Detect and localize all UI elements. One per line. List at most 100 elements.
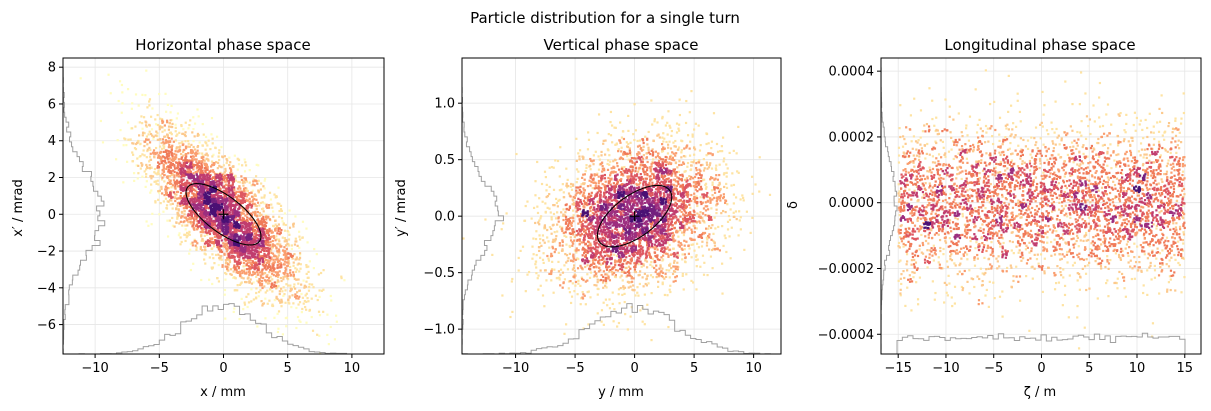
particle-point [290, 247, 294, 251]
particle-point [240, 202, 243, 205]
particle-point [242, 197, 245, 200]
particle-point [263, 177, 267, 180]
particle-point [233, 251, 236, 254]
particle-point [610, 167, 613, 170]
particle-point [203, 258, 206, 261]
particle-point [225, 244, 228, 247]
particle-point [232, 310, 235, 314]
particle-point [199, 174, 202, 177]
particle-point [661, 267, 664, 270]
particle-point [204, 148, 207, 151]
particle-point [731, 172, 734, 175]
particle-point [252, 281, 255, 284]
panel-title: Horizontal phase space [135, 36, 310, 54]
particle-point [607, 132, 610, 136]
particle-point [557, 199, 560, 203]
particle-point [298, 235, 301, 238]
particle-point [131, 127, 134, 130]
particle-point [284, 250, 287, 253]
particle-point [666, 241, 669, 244]
particle-point [183, 189, 186, 192]
particle-point [277, 284, 280, 288]
particle-point [206, 231, 209, 234]
particle-point [217, 189, 220, 192]
particle-point [238, 259, 241, 262]
particle-point [627, 265, 631, 268]
particle-point [570, 221, 573, 224]
particle-point [297, 278, 300, 281]
particle-point [248, 261, 251, 264]
particle-point [568, 291, 572, 294]
particle-point [247, 256, 250, 260]
particle-point [224, 271, 227, 275]
particle-point [334, 314, 338, 317]
particle-point [246, 213, 249, 216]
particle-point [271, 290, 274, 293]
particle-point [170, 161, 173, 164]
particle-point [262, 244, 265, 248]
particle-point [268, 229, 271, 233]
particle-point [182, 182, 185, 186]
particle-point [619, 121, 622, 124]
particle-point [240, 276, 243, 279]
particle-point [592, 163, 595, 166]
particle-point [186, 200, 189, 203]
particle-point [196, 163, 199, 166]
particle-point [625, 275, 628, 278]
particle-point [548, 193, 551, 196]
particle-point [710, 189, 714, 192]
particle-point [195, 224, 198, 227]
particle-point [178, 142, 181, 145]
particle-point [293, 243, 297, 246]
particle-point [232, 193, 235, 196]
particle-point [243, 236, 246, 239]
particle-point [636, 286, 639, 289]
particle-point [233, 212, 236, 215]
particle-point [701, 178, 704, 182]
particle-point [150, 166, 153, 169]
particle-point [705, 132, 709, 136]
particle-point [141, 127, 144, 130]
particle-point [229, 237, 232, 240]
particle-point [230, 174, 233, 177]
particle-point [725, 182, 728, 186]
particle-point [563, 234, 566, 237]
particle-point [209, 186, 212, 189]
particle-point [181, 143, 184, 147]
particle-point [185, 161, 188, 164]
particle-point [166, 140, 170, 143]
particle-point [198, 198, 201, 201]
particle-point [200, 213, 203, 216]
particle-point [604, 284, 607, 287]
particle-point [657, 133, 660, 136]
particle-point [271, 272, 274, 275]
particle-point [270, 258, 273, 261]
particle-point [182, 186, 185, 190]
particle-point [214, 175, 217, 178]
particle-point [240, 191, 244, 194]
particle-point [160, 118, 164, 121]
particle-point [139, 154, 142, 158]
particle-point [205, 183, 208, 186]
particle-point [251, 226, 254, 229]
particle-point [156, 156, 160, 159]
particle-point [180, 163, 183, 167]
particle-point [251, 266, 254, 269]
particle-point [545, 279, 548, 282]
particle-point [170, 195, 173, 198]
particle-point [200, 195, 203, 198]
particle-point [258, 227, 262, 230]
particle-point [768, 193, 772, 196]
particle-point [191, 244, 194, 247]
particle-point [276, 286, 279, 289]
particle-point [225, 230, 228, 234]
particle-point [651, 123, 654, 126]
particle-point [233, 243, 236, 246]
particle-point [173, 167, 177, 170]
particle-point [650, 291, 653, 295]
particle-point [285, 240, 288, 243]
particle-point [148, 160, 151, 163]
particle-point [500, 228, 503, 231]
particle-point [131, 151, 134, 154]
particle-point [190, 186, 193, 189]
